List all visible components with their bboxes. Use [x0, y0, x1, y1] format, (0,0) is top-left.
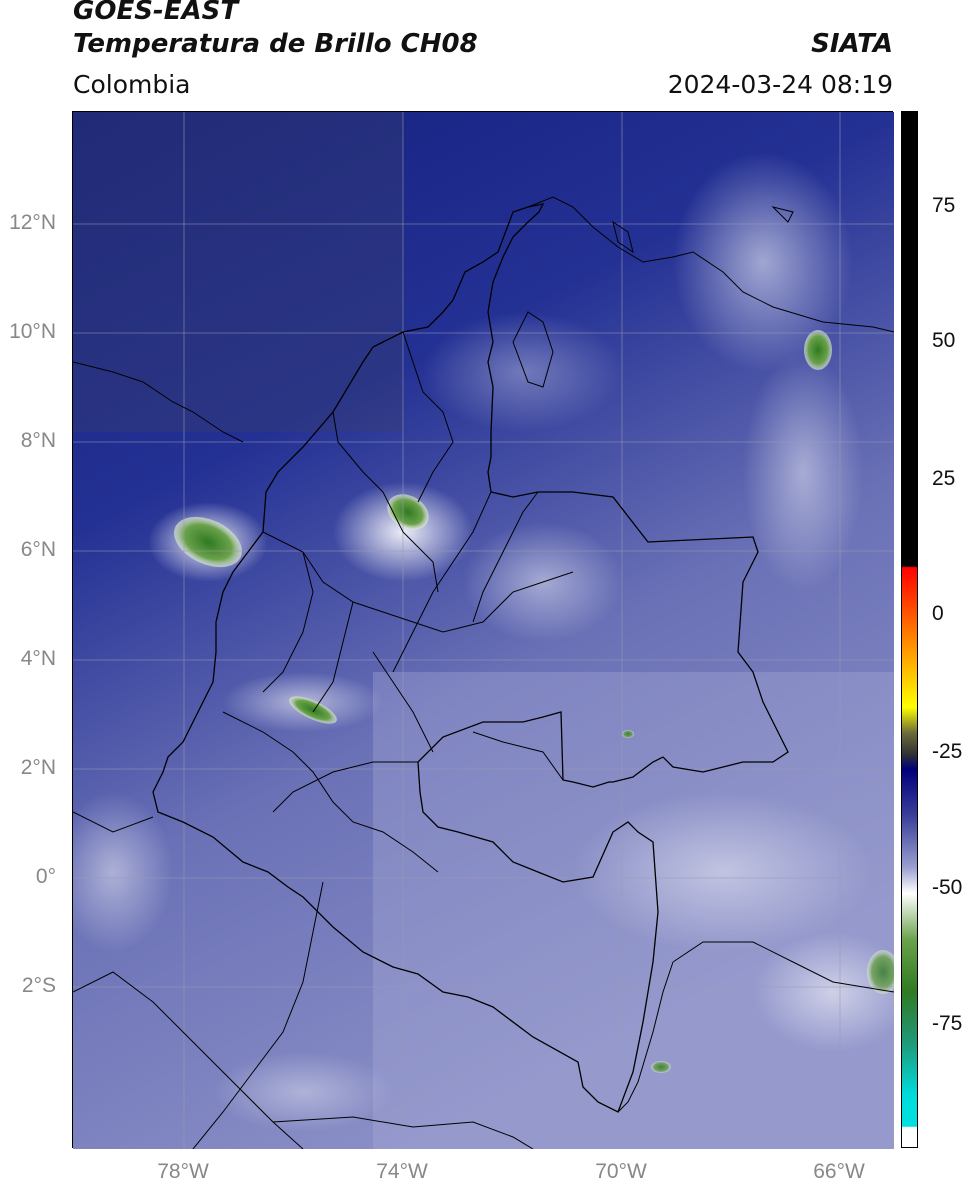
colorbar-tick-minus50: -50: [932, 876, 963, 899]
brightness-temperature-map: [53, 111, 913, 1150]
graticule: [73, 112, 894, 1149]
colorbar-tick-minus75: -75: [932, 1012, 963, 1035]
admin-borders: [222, 331, 574, 873]
colorbar-tick-25: 25: [932, 467, 956, 490]
neighbor-borders: [72, 196, 895, 1150]
lat-label-8N: 8°N: [20, 429, 56, 452]
colorbar-tick-75: 75: [932, 194, 956, 217]
product-title: Temperatura de Brillo CH08: [73, 29, 478, 59]
dry-region: [73, 112, 403, 432]
cold-cloud-tops: [174, 330, 899, 1073]
lon-label-74W: 74°W: [376, 1160, 428, 1183]
colorbar-tick-50: 50: [932, 329, 956, 352]
lon-label-66W: 66°W: [813, 1160, 865, 1183]
lon-label-70W: 70°W: [595, 1160, 647, 1183]
lat-label-10N: 10°N: [9, 320, 56, 343]
colorbar-gradient: [902, 112, 917, 1147]
lat-label-12N: 12°N: [9, 211, 56, 234]
satellite-title: GOES-EAST: [73, 0, 239, 26]
lat-label-2N: 2°N: [20, 756, 56, 779]
lat-label-0: 0°: [35, 865, 56, 888]
temperature-colorbar: [901, 111, 918, 1148]
cloud-patches: [53, 152, 913, 1132]
lon-label-78W: 78°W: [157, 1160, 209, 1183]
agency-label: SIATA: [811, 29, 893, 59]
colorbar-tick-minus25: -25: [932, 740, 963, 763]
lat-label-4N: 4°N: [20, 647, 56, 670]
colorbar-canvas: [902, 112, 917, 1147]
lat-label-2S: 2°S: [21, 974, 56, 997]
map-canvas: [53, 112, 913, 1150]
colombia-outline: [152, 203, 789, 1113]
lat-label-6N: 6°N: [20, 538, 56, 561]
region-label: Colombia: [73, 70, 191, 99]
colorbar-tick-0: 0: [932, 602, 944, 625]
datetime-label: 2024-03-24 08:19: [667, 70, 893, 99]
